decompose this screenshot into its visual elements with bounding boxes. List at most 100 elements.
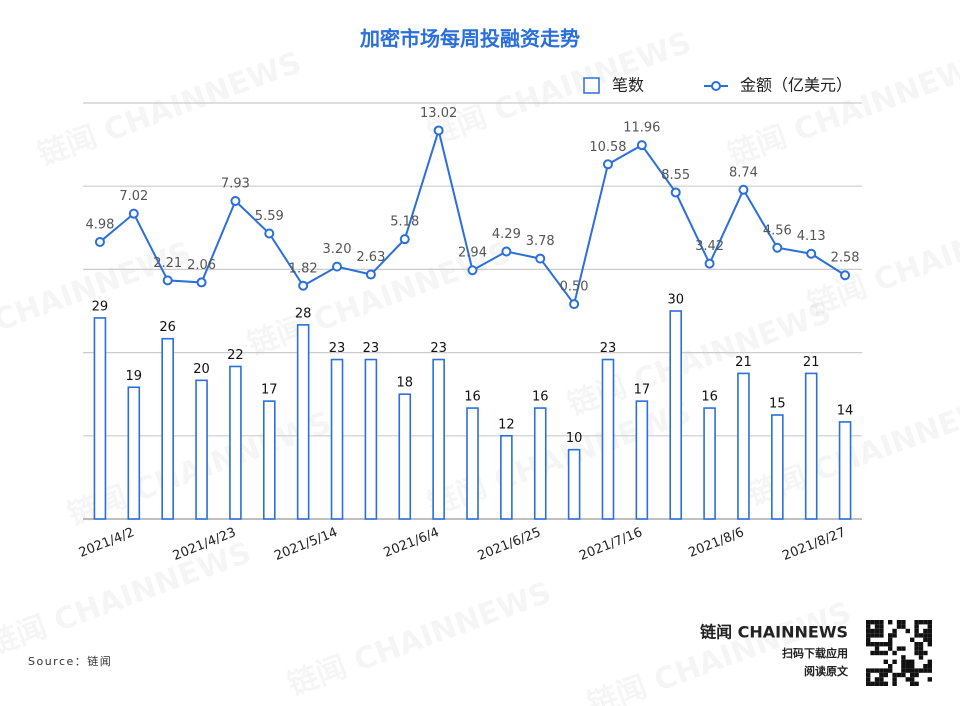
read-text: 阅读原文 (804, 664, 849, 678)
qr-cell (888, 646, 893, 651)
qr-cell (874, 646, 880, 651)
qr-cell (901, 659, 906, 664)
legend-label: 金额（亿美元） (740, 76, 852, 95)
qr-cell (874, 624, 880, 629)
bar (262, 400, 276, 520)
qr-cell (874, 650, 880, 656)
qr-code (866, 620, 932, 686)
bar-value-label: 15 (769, 397, 786, 412)
qr-cell (910, 664, 915, 669)
chart-title: 加密市场每周投融资走势 (359, 27, 580, 51)
line-value-label: 3.42 (695, 239, 724, 254)
qr-cell (879, 620, 884, 625)
qr-cell (914, 628, 919, 634)
qr-cell (888, 633, 893, 638)
bar (93, 317, 107, 520)
bar (127, 386, 141, 520)
qr-cell (918, 650, 924, 656)
line-point (264, 228, 275, 239)
qr-cell (905, 628, 910, 634)
qr-cell (896, 646, 902, 651)
watermark: 链闻 CHAINNEWS (0, 535, 256, 663)
x-tick-label: 2021/8/6 (687, 525, 747, 561)
bar (533, 407, 547, 520)
qr-cell (870, 620, 875, 625)
bar-value-label: 10 (566, 431, 583, 446)
qr-cell (879, 624, 884, 629)
qr-cell (901, 624, 906, 629)
qr-cell (866, 681, 871, 686)
bar-value-label: 23 (363, 341, 380, 356)
line-value-label: 4.98 (85, 217, 114, 232)
qr-cell (923, 628, 928, 634)
bar (364, 358, 378, 520)
bar (567, 448, 581, 520)
qr-cell (918, 646, 924, 651)
bar-value-label: 16 (701, 390, 718, 405)
line-value-label: 11.96 (623, 121, 660, 136)
qr-cell (866, 642, 871, 647)
qr-cell (892, 672, 897, 678)
bar-value-label: 22 (227, 348, 244, 363)
qr-cell (918, 633, 924, 638)
qr-cell (883, 668, 888, 673)
line-value-label: 3.78 (526, 234, 555, 249)
qr-cell (874, 677, 880, 682)
qr-cell (874, 668, 880, 673)
qr-cell (870, 628, 875, 634)
qr-cell (923, 637, 928, 642)
qr-cell (910, 681, 915, 686)
qr-cell (892, 681, 897, 686)
line-point (602, 159, 613, 170)
qr-cell (874, 633, 880, 638)
qr-cell (874, 642, 880, 647)
qr-cell (888, 620, 893, 625)
line-value-label: 3.20 (323, 242, 352, 257)
qr-cell (883, 681, 888, 686)
qr-cell (914, 646, 919, 651)
qr-cell (888, 642, 893, 647)
brand: 链闻 CHAINNEWS (700, 623, 848, 642)
line-value-label: 13.02 (420, 106, 457, 121)
bar-value-label: 19 (126, 369, 143, 384)
line-point (636, 140, 647, 151)
bar (771, 414, 784, 520)
bar-value-label: 30 (667, 293, 684, 308)
line-value-label: 2.06 (187, 258, 216, 273)
line-value-label: 5.18 (390, 215, 419, 230)
qr-cell (923, 668, 928, 673)
qr-cell (866, 672, 871, 678)
qr-cell (901, 668, 906, 673)
qr-cell (888, 668, 893, 673)
watermark: 链闻 CHAINNEWS (283, 575, 556, 703)
line-point (162, 275, 173, 286)
qr-cell (914, 672, 919, 678)
line-value-label: 2.58 (831, 251, 860, 266)
line-point (332, 261, 343, 272)
bar-value-label: 23 (600, 341, 617, 356)
line-value-label: 2.63 (356, 250, 385, 265)
qr-cell (910, 659, 915, 664)
bar-value-label: 23 (430, 341, 447, 356)
line-point (433, 125, 444, 136)
line-point (230, 196, 241, 207)
bar (432, 358, 445, 520)
qr-cell (866, 620, 871, 625)
legend-swatch-bar (583, 77, 600, 94)
bar-value-label: 26 (159, 320, 176, 335)
bar (161, 337, 174, 520)
bar-value-label: 20 (193, 362, 210, 377)
qr-cell (927, 668, 932, 673)
bar (229, 365, 242, 520)
line-point (399, 234, 410, 245)
qr-cell (866, 637, 871, 642)
watermark: 链闻 CHAINNEWS (723, 45, 960, 173)
line-point (298, 280, 309, 291)
qr-cell (883, 672, 888, 678)
qr-cell (879, 672, 884, 678)
source: Source：链闻 (28, 654, 112, 668)
line-value-label: 7.93 (221, 177, 250, 192)
bar (635, 400, 649, 520)
qr-cell (927, 637, 932, 642)
